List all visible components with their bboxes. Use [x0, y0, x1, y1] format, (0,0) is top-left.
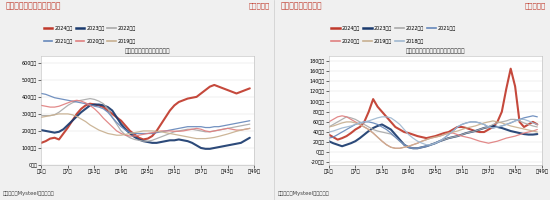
Text: 资料来源：Mysteel，长安期货: 资料来源：Mysteel，长安期货 [278, 191, 329, 196]
Text: 单位：万吨: 单位：万吨 [525, 3, 546, 9]
Text: 图：北港玉米到货量: 图：北港玉米到货量 [280, 1, 322, 10]
Text: 资料来源：Mysteel，长安期货: 资料来源：Mysteel，长安期货 [3, 191, 54, 196]
Text: 玉米：货物：到港量：北方四港（周）: 玉米：货物：到港量：北方四港（周） [405, 48, 465, 54]
Text: 图：国内港口库存年度对比: 图：国内港口库存年度对比 [6, 1, 61, 10]
Text: 单位：万吨: 单位：万吨 [248, 3, 270, 9]
Legend: 2021年度, 2020年度, 2019年度: 2021年度, 2020年度, 2019年度 [43, 39, 136, 44]
Text: 玉米：港口库存：中国（周）: 玉米：港口库存：中国（周） [125, 48, 170, 54]
Legend: 2020年度, 2019年度, 2018年度: 2020年度, 2019年度, 2018年度 [331, 39, 424, 44]
